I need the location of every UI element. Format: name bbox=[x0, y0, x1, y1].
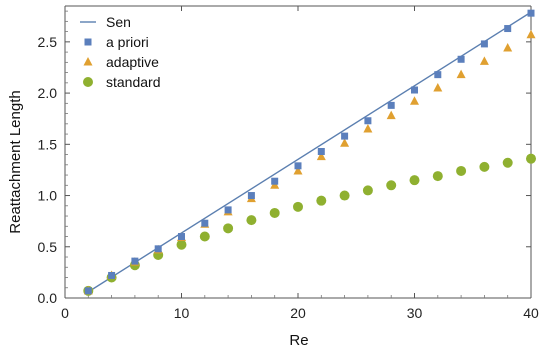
y-tick-label: 1.0 bbox=[38, 188, 58, 204]
point-a-priori bbox=[247, 192, 255, 200]
y-tick-label: 2.0 bbox=[38, 85, 58, 101]
point-standard bbox=[362, 185, 373, 196]
x-tick-label: 40 bbox=[523, 305, 539, 321]
point-standard bbox=[386, 180, 397, 191]
point-a-priori bbox=[387, 101, 395, 109]
point-adaptive bbox=[386, 110, 396, 120]
point-standard bbox=[316, 195, 327, 206]
x-axis-title: Re bbox=[289, 332, 308, 349]
point-a-priori bbox=[504, 25, 512, 33]
point-a-priori bbox=[108, 271, 116, 279]
point-standard bbox=[502, 157, 513, 168]
axes: 0 10 20 30 40 0.0 0.5 1.0 1.5 2.0 2.5 bbox=[38, 5, 539, 321]
point-adaptive bbox=[456, 69, 466, 79]
point-a-priori bbox=[411, 86, 418, 94]
point-a-priori bbox=[201, 219, 209, 227]
y-tick-label: 2.5 bbox=[38, 34, 58, 50]
point-a-priori bbox=[317, 147, 325, 155]
legend-label: standard bbox=[106, 74, 160, 90]
point-a-priori bbox=[178, 233, 185, 241]
legend-label: Sen bbox=[106, 14, 131, 30]
legend-key-a-priori bbox=[84, 38, 92, 46]
x-tick-label: 30 bbox=[407, 305, 423, 321]
point-standard bbox=[293, 201, 303, 212]
point-a-priori bbox=[480, 40, 488, 48]
point-a-priori bbox=[154, 245, 162, 253]
point-standard bbox=[526, 153, 536, 164]
point-standard bbox=[409, 175, 420, 186]
y-tick-label: 0.0 bbox=[38, 290, 58, 306]
legend-key-standard bbox=[83, 77, 93, 87]
point-adaptive bbox=[479, 56, 489, 65]
x-tick-label: 10 bbox=[174, 305, 190, 321]
point-a-priori bbox=[527, 9, 535, 17]
legend-label: a priori bbox=[106, 34, 149, 50]
point-a-priori bbox=[434, 71, 442, 79]
point-a-priori bbox=[271, 177, 279, 185]
legend-key-adaptive bbox=[83, 57, 93, 66]
point-standard bbox=[223, 223, 234, 234]
point-standard bbox=[479, 161, 490, 172]
point-a-priori bbox=[341, 132, 349, 140]
legend-label: adaptive bbox=[106, 54, 159, 70]
point-adaptive bbox=[526, 29, 536, 39]
point-a-priori bbox=[131, 257, 139, 265]
point-standard bbox=[269, 207, 280, 218]
x-tick-label: 0 bbox=[61, 305, 69, 321]
point-standard bbox=[176, 239, 187, 250]
point-a-priori bbox=[457, 55, 465, 63]
point-adaptive bbox=[340, 138, 350, 147]
point-adaptive bbox=[410, 96, 419, 105]
point-standard bbox=[456, 165, 467, 176]
point-standard bbox=[339, 190, 350, 201]
point-a-priori bbox=[364, 117, 372, 125]
point-standard bbox=[199, 231, 210, 242]
point-adaptive bbox=[316, 151, 326, 161]
plot-area bbox=[83, 9, 536, 296]
y-tick-label: 0.5 bbox=[38, 239, 58, 255]
point-adaptive bbox=[503, 43, 513, 52]
point-standard bbox=[246, 215, 257, 226]
point-standard bbox=[432, 171, 443, 182]
point-adaptive bbox=[293, 165, 303, 175]
point-a-priori bbox=[294, 162, 302, 170]
legend: Sen a priori adaptive standard bbox=[80, 14, 160, 90]
x-tick-label: 20 bbox=[290, 305, 306, 321]
point-adaptive bbox=[363, 123, 373, 133]
point-a-priori bbox=[224, 206, 232, 214]
series-line-sen bbox=[87, 11, 532, 293]
y-tick-label: 1.5 bbox=[38, 136, 58, 152]
point-a-priori bbox=[84, 287, 92, 295]
point-adaptive bbox=[433, 82, 443, 92]
y-axis-title: Reattachment Length bbox=[7, 90, 24, 233]
